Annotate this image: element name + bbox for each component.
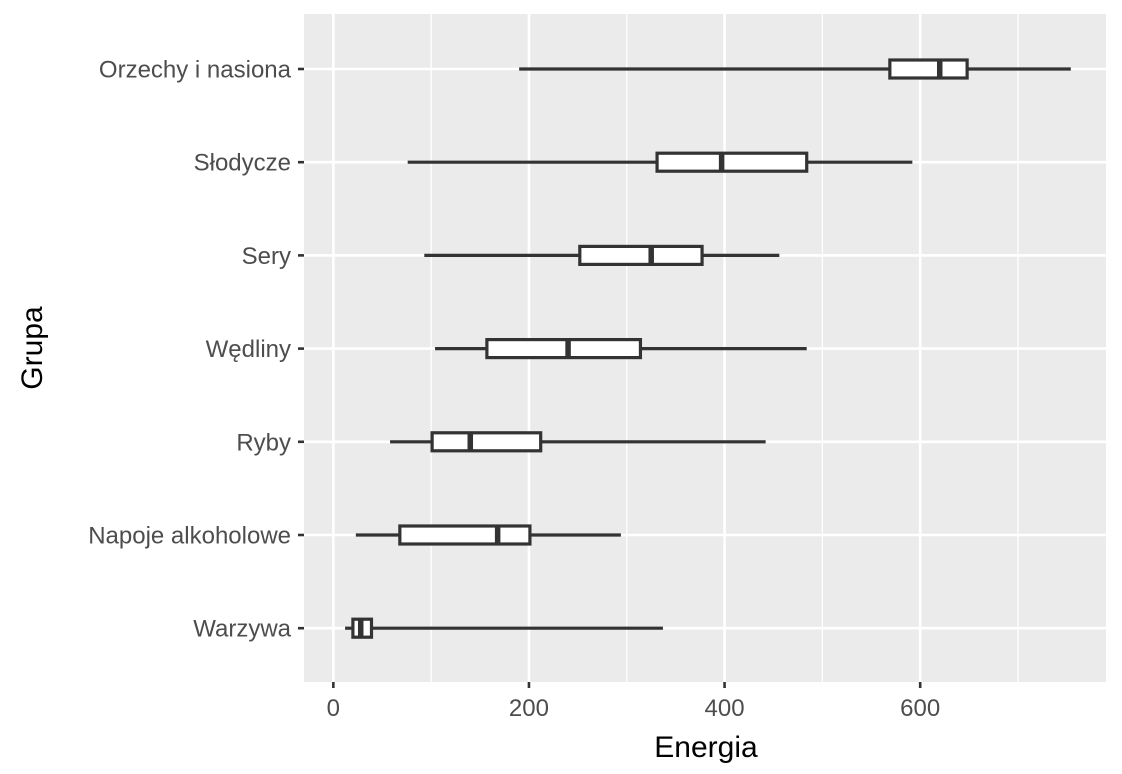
box-orzechy-i-nasiona xyxy=(519,58,1071,80)
box-sery xyxy=(424,244,780,266)
y-axis: Orzechy i nasiona Słodycze Sery Wędliny Ryby… xyxy=(88,57,304,643)
x-tick-label: 600 xyxy=(900,695,940,722)
box-ryby xyxy=(390,431,766,453)
x-tick-label: 0 xyxy=(327,695,340,722)
y-tick-label: Wędliny xyxy=(206,336,291,363)
y-tick-label: Napoje alkoholowe xyxy=(88,523,291,550)
box-series xyxy=(345,58,1071,639)
y-tick-label: Warzywa xyxy=(193,616,291,643)
x-axis-title: Energia xyxy=(654,731,758,764)
box-warzywa xyxy=(345,617,663,639)
y-tick-label: Orzechy i nasiona xyxy=(99,57,292,84)
box-iqr xyxy=(398,524,532,546)
y-tick-label: Słodycze xyxy=(194,150,291,177)
box-iqr xyxy=(430,431,543,453)
box-iqr xyxy=(578,244,704,266)
box-napoje-alkoholowe xyxy=(355,524,621,546)
box-wędliny xyxy=(435,338,807,360)
box-słodycze xyxy=(407,151,913,173)
y-axis-title: Grupa xyxy=(16,306,49,390)
box-iqr xyxy=(485,338,643,360)
x-axis: 0 200 400 600 xyxy=(327,682,940,722)
box-iqr xyxy=(888,58,969,80)
box-iqr xyxy=(655,151,809,173)
x-tick-label: 200 xyxy=(509,695,549,722)
x-tick-label: 400 xyxy=(705,695,745,722)
y-tick-label: Sery xyxy=(242,243,291,270)
y-tick-label: Ryby xyxy=(236,429,291,456)
